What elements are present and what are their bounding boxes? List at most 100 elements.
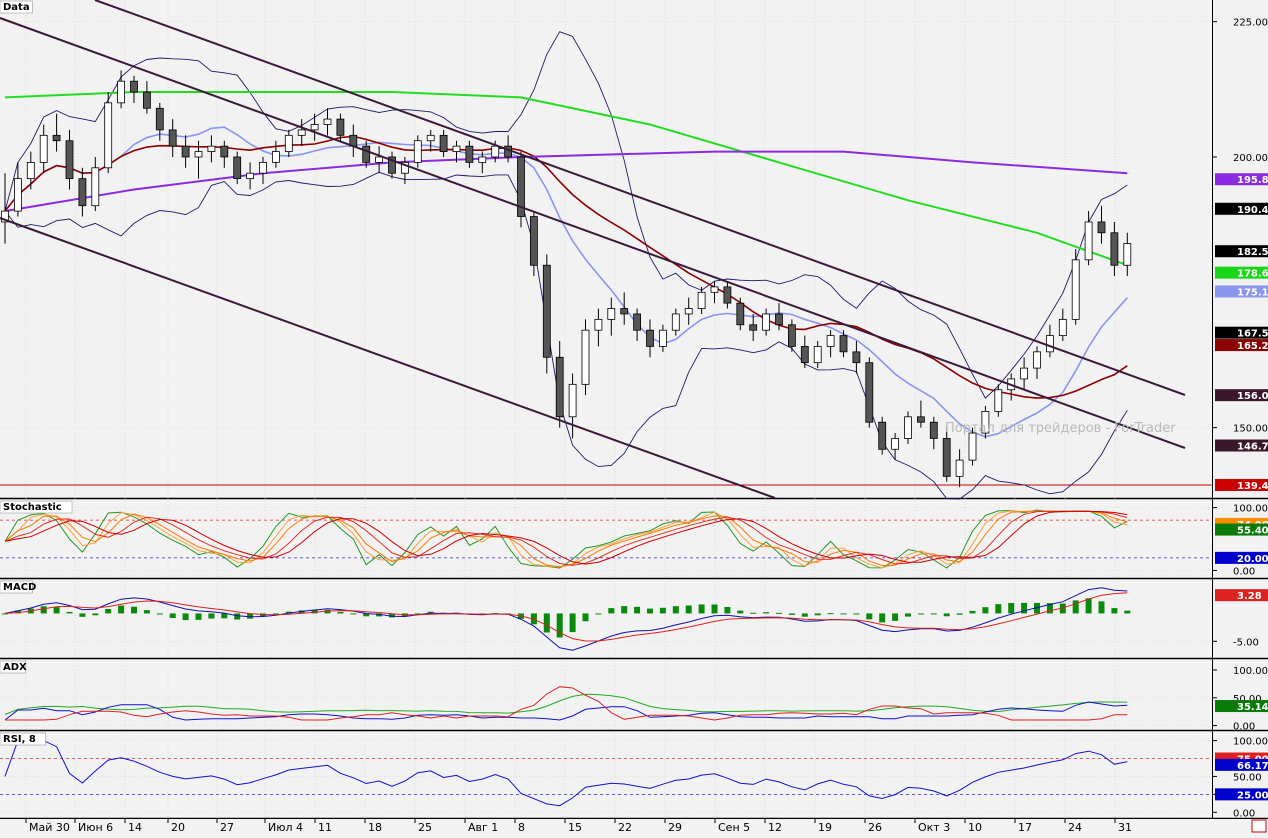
date-label: 22	[618, 821, 632, 834]
price-tag-label: 175.15	[1237, 287, 1268, 298]
ma-medium	[4, 135, 1128, 399]
macd-histogram-bar	[1072, 600, 1079, 614]
candle-body	[581, 329, 590, 385]
price-tag	[1215, 758, 1268, 771]
price-tag	[1215, 339, 1268, 352]
panel-title-adx: ADX	[3, 662, 27, 673]
candle-body	[839, 335, 848, 353]
macd-histogram-bar	[582, 613, 589, 622]
macd-histogram-bar	[608, 608, 615, 614]
indicator-lines	[2, 31, 1131, 807]
candle-body	[52, 134, 61, 142]
candle-body	[465, 145, 474, 163]
candle-body	[452, 145, 461, 152]
date-label: Июл 4	[268, 821, 303, 834]
price-tag-label: 165.25	[1237, 341, 1268, 352]
date-label: 27	[220, 821, 234, 834]
price-tag	[1215, 551, 1268, 564]
candle-body	[697, 291, 706, 309]
price-tag	[1215, 788, 1268, 801]
price-tag	[1215, 245, 1268, 258]
candle-body	[400, 161, 409, 174]
macd-histogram-bar	[389, 613, 395, 618]
macd-histogram-bar	[1021, 602, 1028, 614]
date-label: 19	[818, 821, 832, 834]
panel-title-box	[0, 732, 46, 746]
candle-body	[1084, 221, 1093, 261]
date-label: 11	[318, 821, 332, 834]
macd-histogram-bar	[105, 609, 112, 614]
bollinger-lower	[4, 171, 1128, 500]
candle-body	[413, 140, 422, 163]
candle-body	[362, 145, 371, 163]
macd-histogram-bar	[208, 613, 215, 619]
macd-histogram-bar	[827, 613, 834, 615]
axis-tick-label: 100.00	[1233, 666, 1268, 677]
price-tag-label: 139.40	[1237, 481, 1268, 492]
adx-line	[4, 693, 1128, 715]
candle-body	[323, 118, 332, 125]
macd-histogram-bar	[79, 613, 86, 617]
axis-tick-label: 100.00	[1233, 737, 1268, 748]
macd-histogram-bar	[634, 606, 641, 614]
right-axis: 225.00 200.00 150.00 195.89 190.43 182.59 178.…	[1212, 0, 1268, 819]
ma-fast	[4, 126, 1128, 438]
axis-tick-label: 50.00	[1233, 694, 1262, 705]
candle-body	[246, 172, 255, 180]
macd-histogram-bar	[956, 613, 963, 615]
candle-body	[26, 161, 35, 180]
candle-body	[981, 410, 990, 434]
candle-body	[1097, 221, 1106, 234]
date-label: Июн 6	[78, 821, 113, 834]
grid-lines	[0, 0, 1212, 818]
channel-line	[0, 217, 776, 499]
date-axis-bg	[0, 818, 1268, 834]
date-axis: Май 30 Июн 6 14 20 27 Июл 4 11 18 25 Авг 1 8 15 22 29…	[0, 818, 1268, 834]
corner-icon	[1251, 819, 1267, 833]
macd-histogram-bar	[840, 613, 847, 615]
candle-body	[388, 156, 396, 174]
channel-line	[0, 17, 1186, 449]
panel-title-rsi: RSI, 8	[3, 734, 36, 745]
macd-histogram-bar	[672, 606, 679, 614]
price-tag	[1215, 589, 1268, 602]
candle-body	[91, 167, 100, 207]
panel-title-price: Data	[3, 2, 30, 13]
macd-histogram-bar	[659, 607, 666, 614]
candle-body	[775, 313, 783, 326]
plus-di-line	[4, 701, 1128, 721]
candle-body	[891, 438, 899, 450]
panels-background	[0, 497, 1268, 820]
macd-histogram-bar	[595, 613, 602, 615]
axis-tick-label: -5.00	[1233, 637, 1259, 648]
macd-histogram-bar	[879, 613, 886, 623]
macd-histogram-bar	[118, 605, 125, 614]
panel-title-box	[0, 660, 27, 674]
date-label: 18	[368, 821, 382, 834]
candle-body	[530, 216, 538, 266]
price-tag-label: 66.17	[1237, 761, 1268, 772]
candle-body	[117, 80, 125, 104]
candle-body	[181, 145, 190, 158]
candle-body	[646, 329, 654, 347]
price-tag-label: 190.43	[1237, 205, 1268, 216]
macd-histogram-bar	[350, 613, 357, 615]
price-tag	[1215, 173, 1268, 186]
price-tag	[1215, 439, 1268, 452]
macd-histogram-bar	[376, 613, 383, 617]
macd-histogram-bar	[917, 613, 924, 615]
candle-body	[220, 145, 229, 158]
macd-histogram-bar	[995, 604, 1002, 614]
candle-body	[233, 156, 242, 180]
date-label: 12	[768, 821, 782, 834]
macd-histogram-bar	[195, 613, 202, 620]
macd-histogram-bar	[1111, 608, 1118, 614]
macd-histogram-bar	[247, 613, 254, 619]
price-tag	[1215, 389, 1268, 402]
macd-histogram-bar	[1098, 601, 1105, 614]
bollinger-upper	[4, 31, 1128, 399]
candle-body	[671, 313, 680, 331]
candle-body	[1058, 318, 1067, 337]
macd-histogram-bar	[169, 613, 176, 618]
